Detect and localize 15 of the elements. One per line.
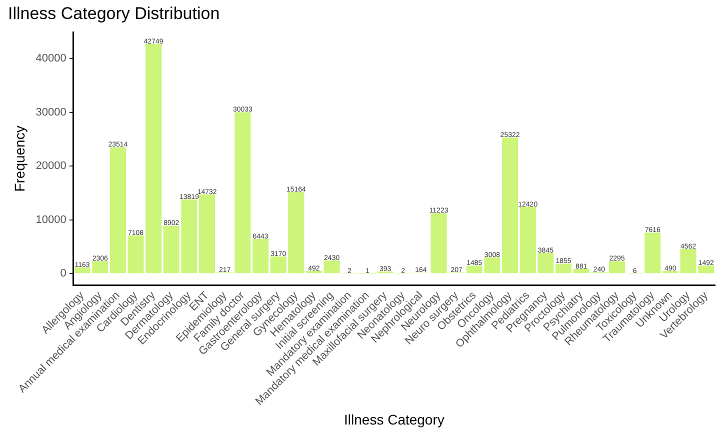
bar xyxy=(608,261,625,274)
bar xyxy=(252,238,269,274)
y-tick-label: 30000 xyxy=(36,106,66,118)
bar xyxy=(306,270,322,274)
y-tick-label: 10000 xyxy=(36,214,66,226)
bar xyxy=(502,138,518,274)
y-axis-title: Frequency xyxy=(11,126,28,192)
chart-title: Illness Category Distribution xyxy=(8,4,220,23)
y-tick-label: 0 xyxy=(60,268,66,280)
bar xyxy=(644,232,661,274)
bar xyxy=(324,260,340,274)
bar xyxy=(555,264,572,274)
y-tick-label: 20000 xyxy=(36,160,66,172)
x-axis-title: Illness Category xyxy=(344,411,444,428)
y-tick-label: 40000 xyxy=(36,52,66,65)
